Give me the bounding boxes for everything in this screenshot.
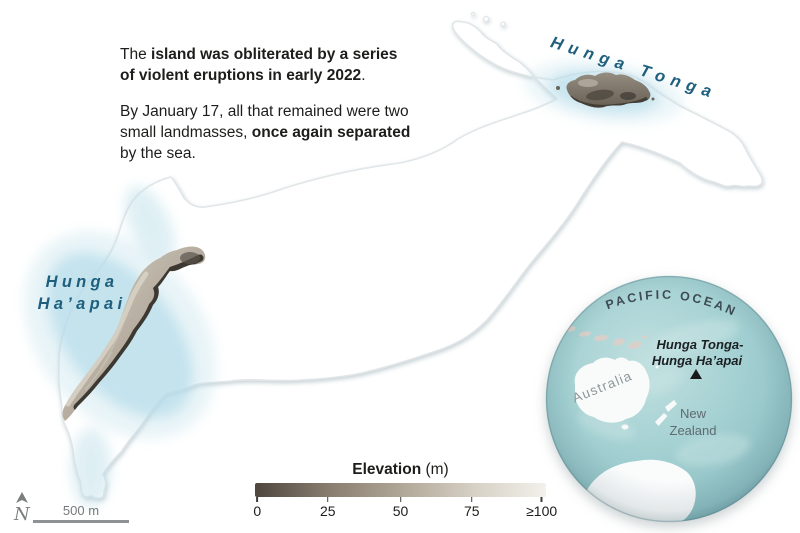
annotation-paragraph-2: By January 17, all that remained were tw…: [120, 103, 411, 162]
annotation-text: The island was obliterated by a series o…: [120, 44, 450, 179]
island-hunga-tonga: [556, 72, 655, 108]
north-arrow-icon: N: [13, 492, 31, 524]
legend-ticks: 0 25 50 75 ≥100: [253, 497, 557, 521]
scale-line: [33, 520, 129, 523]
elevation-legend: Elevation (m) 0 25 50 75 ≥100: [253, 461, 557, 521]
legend-tick: 0: [253, 497, 261, 519]
legend-tick: 75: [464, 497, 480, 519]
svg-text:N: N: [13, 504, 31, 524]
svg-text:Zealand: Zealand: [670, 423, 717, 438]
svg-text:New: New: [680, 406, 707, 421]
globe-newzealand-label: New Zealand: [670, 406, 717, 438]
legend-tick: ≥100: [526, 497, 557, 519]
former-island-outline: [57, 11, 764, 500]
locator-globe: PACIFIC OCEAN Australia Hunga Tonga- Hun…: [545, 275, 793, 523]
islet-speck: [470, 11, 476, 17]
svg-text:Hunga Ha’apai: Hunga Ha’apai: [652, 353, 743, 368]
svg-text:Hunga Tonga-: Hunga Tonga-: [657, 337, 744, 352]
legend-tick: 50: [393, 497, 408, 519]
legend-tick: 25: [320, 497, 336, 519]
islet-speck: [482, 15, 490, 23]
scale-label: 500 m: [62, 503, 100, 518]
legend-title: Elevation (m): [352, 461, 449, 478]
globe-marker-label: Hunga Tonga- Hunga Ha’apai: [652, 337, 744, 368]
annotation-paragraph-1: The island was obliterated by a series o…: [120, 46, 398, 84]
globe-marker-triangle: [690, 369, 702, 379]
islet-speck: [500, 21, 506, 27]
elevation-gradient-bar: [255, 483, 546, 497]
scale-bar: 500 m: [33, 503, 129, 523]
label-hunga-haapai: Hunga Ha’apai: [37, 273, 127, 313]
